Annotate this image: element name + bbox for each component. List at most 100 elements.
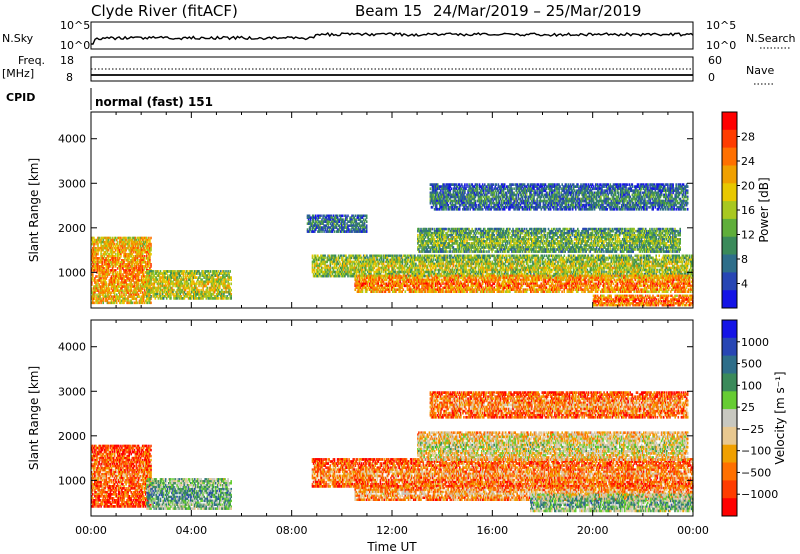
power-echo-cell-0 [130, 295, 132, 298]
power-echo-cell-1 [216, 297, 219, 300]
power-echo-cell-0 [128, 255, 130, 258]
power-echo-cell-2 [499, 274, 502, 278]
power-echo-cell-2 [392, 256, 394, 260]
power-echo-cell-0 [93, 248, 95, 252]
power-echo-cell-1 [159, 282, 162, 286]
power-echo-cell-2 [490, 262, 492, 266]
power-echo-cell-2 [398, 270, 400, 274]
power-echo-cell-1 [174, 274, 176, 277]
power-echo-cell-0 [139, 236, 142, 240]
power-echo-cell-0 [108, 252, 111, 256]
power-echo-cell-2 [360, 272, 363, 276]
power-echo-cell-1 [222, 270, 224, 273]
power-echo-cell-2 [423, 266, 426, 270]
power-echo-cell-0 [118, 297, 120, 301]
power-echo-cell-0 [102, 297, 104, 301]
power-echo-cell-1 [183, 270, 186, 273]
power-echo-cell-2 [415, 264, 417, 268]
power-echo-cell-1 [211, 297, 214, 300]
power-echo-cell-2 [443, 272, 445, 276]
power-echo-cell-0 [116, 255, 119, 258]
power-echo-cell-2 [369, 272, 371, 276]
power-echo-cell-0 [138, 250, 141, 254]
power-echo-cell-0 [121, 295, 123, 298]
power-echo-cell-2 [471, 262, 474, 266]
power-echo-cell-2 [441, 270, 443, 274]
power-echo-cell-2 [492, 264, 494, 268]
power-echo-cell-1 [158, 286, 161, 290]
power-echo-cell-2 [354, 268, 357, 272]
power-echo-cell-0 [127, 285, 129, 288]
power-echo-cell-0 [127, 240, 129, 244]
power-echo-cell-2 [403, 268, 406, 272]
power-echo-cell-1 [214, 274, 217, 277]
power-echo-cell-0 [114, 277, 117, 280]
power-echo-cell-0 [120, 236, 122, 240]
power-echo-cell-2 [393, 260, 395, 264]
power-echo-cell-2 [342, 258, 344, 262]
power-echo-cell-0 [98, 265, 100, 268]
power-echo-cell-2 [413, 256, 415, 260]
power-echo-cell-1 [195, 290, 197, 294]
power-echo-cell-0 [94, 250, 96, 254]
power-echo-cell-2 [403, 254, 406, 258]
power-echo-cell-0 [133, 263, 136, 266]
power-echo-cell-2 [322, 262, 324, 266]
power-echo-cell-2 [324, 260, 326, 264]
power-echo-cell-0 [135, 248, 138, 252]
power-echo-cell-0 [136, 283, 139, 286]
power-echo-cell-1 [210, 288, 213, 292]
power-echo-cell-0 [123, 248, 125, 252]
power-echo-cell-1 [173, 272, 175, 275]
power-echo-cell-0 [116, 259, 119, 262]
power-echo-cell-2 [366, 268, 368, 272]
power-echo-cell-1 [163, 280, 166, 284]
power-echo-cell-0 [102, 271, 104, 274]
power-echo-cell-2 [471, 260, 474, 264]
power-echo-cell-2 [411, 258, 413, 262]
power-echo-cell-1 [209, 288, 212, 292]
power-echo-cell-2 [431, 270, 434, 274]
power-echo-cell-0 [92, 291, 94, 294]
power-echo-cell-1 [163, 288, 166, 292]
power-echo-cell-0 [99, 279, 101, 282]
power-echo-cell-0 [124, 238, 126, 242]
power-echo-cell-1 [188, 272, 191, 275]
power-echo-cell-0 [146, 252, 148, 256]
power-echo-cell-0 [140, 255, 143, 258]
power-echo-cell-0 [127, 277, 129, 280]
power-echo-cell-0 [129, 293, 131, 296]
power-echo-cell-2 [486, 254, 488, 258]
power-echo-cell-2 [328, 270, 330, 274]
power-echo-cell-1 [172, 274, 174, 277]
power-echo-cell-2 [438, 262, 440, 266]
power-echo-cell-2 [405, 264, 408, 268]
power-echo-cell-0 [132, 261, 135, 264]
power-echo-cell-2 [311, 260, 314, 264]
power-echo-cell-2 [469, 268, 472, 272]
power-echo-cell-2 [378, 262, 381, 266]
power-echo-cell-1 [195, 270, 197, 273]
power-echo-cell-0 [112, 240, 115, 244]
power-echo-cell-1 [163, 286, 166, 290]
power-echo-cell-0 [118, 275, 120, 278]
power-echo-cell-0 [126, 263, 128, 266]
power-echo-cell-2 [421, 254, 423, 258]
power-echo-cell-0 [92, 250, 94, 254]
power-echo-cell-1 [169, 295, 171, 298]
power-echo-cell-1 [187, 272, 190, 275]
power-echo-cell-2 [414, 262, 416, 266]
power-echo-cell-1 [195, 272, 197, 275]
power-echo-cell-0 [122, 263, 124, 266]
power-echo-cell-0 [129, 287, 131, 290]
power-echo-cell-1 [194, 284, 196, 288]
power-echo-cell-0 [120, 255, 122, 258]
power-echo-cell-1 [147, 290, 149, 294]
power-echo-cell-2 [370, 258, 372, 262]
power-echo-cell-2 [462, 256, 464, 260]
power-echo-cell-1 [175, 276, 177, 279]
power-echo-cell-2 [484, 260, 486, 264]
power-echo-cell-0 [95, 275, 97, 278]
power-echo-cell-0 [136, 271, 139, 274]
power-echo-cell-0 [128, 277, 130, 280]
